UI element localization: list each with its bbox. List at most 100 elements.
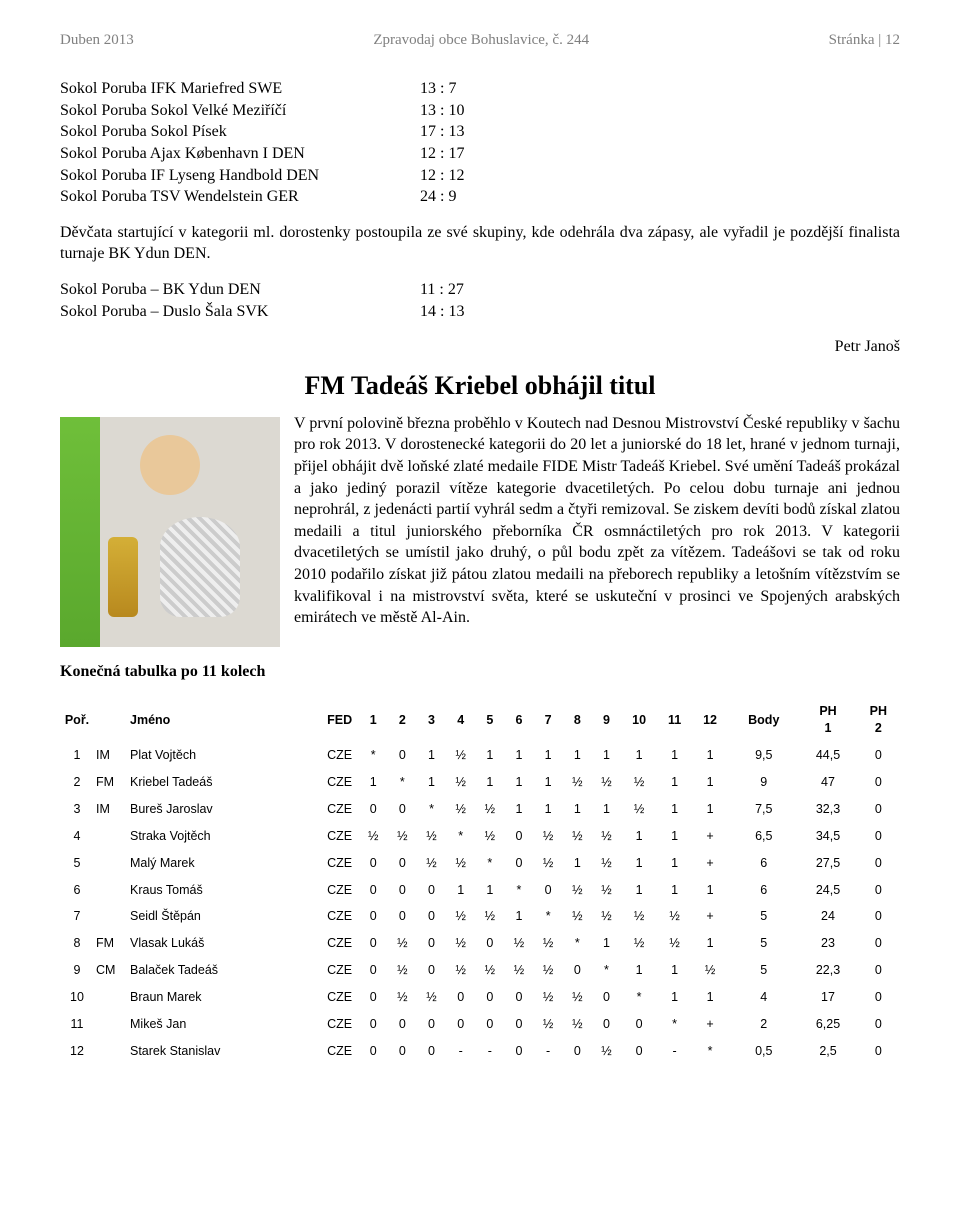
table-cell: Balaček Tadeáš (126, 957, 321, 984)
table-cell: Kraus Tomáš (126, 877, 321, 904)
table-cell: 0 (857, 742, 900, 769)
table-cell: 0 (504, 823, 533, 850)
table-cell: 1 (417, 742, 446, 769)
table-cell: 1 (534, 769, 563, 796)
table-cell: 17 (799, 984, 856, 1011)
table-cell: - (475, 1038, 504, 1065)
table-cell: 1 (592, 796, 621, 823)
table-cell: 0 (475, 984, 504, 1011)
table-cell: 1 (621, 742, 657, 769)
table-cell: Seidl Štěpán (126, 903, 321, 930)
table-row: 2FMKriebel TadeášCZE1*1½111½½½119470 (60, 769, 900, 796)
table-header-cell: 7 (534, 698, 563, 742)
table-row: 10Braun MarekCZE0½½000½½0*114170 (60, 984, 900, 1011)
table-header-cell: 1 (359, 698, 388, 742)
table-cell: 1 (417, 769, 446, 796)
table-cell: ½ (475, 823, 504, 850)
table-cell: CZE (321, 1038, 359, 1065)
table-cell: ½ (534, 984, 563, 1011)
table-cell: 1 (475, 769, 504, 796)
header-right: Stránka | 12 (829, 30, 900, 50)
table-cell (94, 903, 126, 930)
table-cell: 0 (857, 769, 900, 796)
table-cell: 0 (359, 796, 388, 823)
table-cell: 0 (563, 1038, 592, 1065)
table-cell: 1 (692, 930, 728, 957)
table-row: 5Malý MarekCZE00½½*0½1½11+627,50 (60, 850, 900, 877)
paragraph-girls-category: Děvčata startující v kategorii ml. doros… (60, 222, 900, 265)
table-cell: 24,5 (799, 877, 856, 904)
match-score: 14 : 13 (420, 301, 500, 323)
table-cell: ½ (446, 930, 475, 957)
match-row: Sokol Poruba – BK Ydun DEN11 : 27 (60, 279, 900, 301)
table-cell: Mikeš Jan (126, 1011, 321, 1038)
table-cell: ½ (621, 796, 657, 823)
table-cell: ½ (592, 823, 621, 850)
table-cell: 0 (857, 903, 900, 930)
table-cell: 0 (857, 1011, 900, 1038)
table-cell: 0 (621, 1011, 657, 1038)
table-cell: 7,5 (728, 796, 799, 823)
match-name: Sokol Poruba – Duslo Šala SVK (60, 301, 420, 323)
table-cell: 1 (621, 957, 657, 984)
table-cell (94, 984, 126, 1011)
table-cell: ½ (446, 903, 475, 930)
table-cell: 0 (388, 1011, 417, 1038)
table-cell: 12 (60, 1038, 94, 1065)
table-cell: 1 (592, 930, 621, 957)
table-cell: ½ (446, 957, 475, 984)
table-row: 3IMBureš JaroslavCZE00*½½1111½117,532,30 (60, 796, 900, 823)
standings-table: Poř.JménoFED123456789101112BodyPH1PH2 1I… (60, 698, 900, 1064)
match-results-block-2: Sokol Poruba – BK Ydun DEN11 : 27Sokol P… (60, 279, 900, 322)
table-cell: CZE (321, 796, 359, 823)
table-cell: + (692, 903, 728, 930)
table-header-cell: 10 (621, 698, 657, 742)
table-cell: ½ (534, 850, 563, 877)
table-cell: ½ (563, 984, 592, 1011)
article-title: FM Tadeáš Kriebel obhájil titul (60, 368, 900, 403)
table-cell: 1 (657, 957, 692, 984)
table-header-cell: 3 (417, 698, 446, 742)
table-cell: 0 (388, 796, 417, 823)
table-cell: ½ (446, 796, 475, 823)
table-cell: 1 (446, 877, 475, 904)
table-cell: 5 (60, 850, 94, 877)
table-cell: ½ (592, 877, 621, 904)
table-cell: 0 (857, 796, 900, 823)
table-cell: ½ (621, 769, 657, 796)
table-cell: * (657, 1011, 692, 1038)
table-header-cell: Body (728, 698, 799, 742)
table-cell: 1 (692, 984, 728, 1011)
table-cell: 1 (692, 796, 728, 823)
table-cell: 0 (446, 1011, 475, 1038)
table-header-cell: FED (321, 698, 359, 742)
table-cell: ½ (534, 930, 563, 957)
table-cell: 6,25 (799, 1011, 856, 1038)
table-cell: 0 (534, 877, 563, 904)
table-cell: ½ (657, 930, 692, 957)
table-caption: Konečná tabulka po 11 kolech (60, 661, 900, 683)
table-cell: 8 (60, 930, 94, 957)
table-cell (94, 877, 126, 904)
table-cell: * (563, 930, 592, 957)
match-score: 11 : 27 (420, 279, 500, 301)
table-cell: ½ (388, 930, 417, 957)
table-cell: 0 (857, 930, 900, 957)
table-cell: 0 (359, 903, 388, 930)
table-cell: 2 (728, 1011, 799, 1038)
table-cell: CM (94, 957, 126, 984)
table-cell: 1 (657, 850, 692, 877)
table-cell: ½ (504, 930, 533, 957)
table-cell: 0 (504, 984, 533, 1011)
table-cell: 0 (504, 1011, 533, 1038)
table-cell: * (504, 877, 533, 904)
table-cell: Malý Marek (126, 850, 321, 877)
table-cell: 0 (388, 1038, 417, 1065)
table-cell: ½ (504, 957, 533, 984)
table-row: 11Mikeš JanCZE000000½½00*+26,250 (60, 1011, 900, 1038)
table-cell: 0 (359, 1038, 388, 1065)
table-cell: 34,5 (799, 823, 856, 850)
table-cell: ½ (692, 957, 728, 984)
table-row: 12Starek StanislavCZE000--0-0½0-*0,52,50 (60, 1038, 900, 1065)
table-cell: 1 (657, 984, 692, 1011)
